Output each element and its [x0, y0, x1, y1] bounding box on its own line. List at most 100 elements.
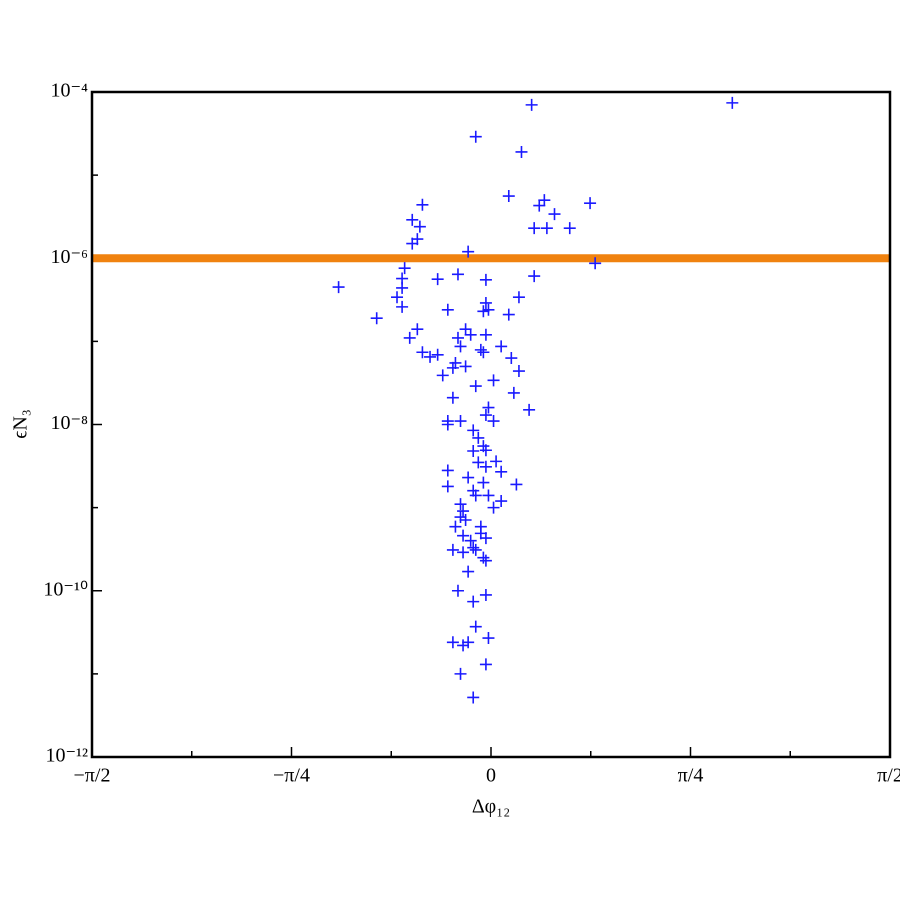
- point: [467, 424, 480, 437]
- point: [462, 636, 475, 649]
- point: [482, 303, 495, 316]
- point: [482, 401, 495, 414]
- point: [487, 501, 500, 514]
- point: [413, 220, 426, 233]
- point: [467, 691, 480, 704]
- point: [462, 245, 475, 258]
- point: [482, 632, 495, 645]
- point: [584, 197, 597, 210]
- point: [512, 365, 525, 378]
- y-tick-label: 10⁻¹⁰: [43, 578, 88, 600]
- point: [563, 222, 576, 235]
- point: [451, 331, 464, 344]
- point: [462, 565, 475, 578]
- x-tick-label: −π/2: [74, 765, 111, 787]
- y-tick-label: 10⁻⁴: [50, 80, 88, 102]
- point: [528, 222, 541, 235]
- point: [479, 658, 492, 671]
- y-tick-label: 10⁻¹²: [45, 745, 88, 767]
- point: [469, 620, 482, 633]
- y-tick-label: 10⁻⁶: [50, 246, 88, 268]
- point: [469, 543, 482, 556]
- point: [479, 296, 492, 309]
- point: [441, 418, 454, 431]
- point: [332, 281, 345, 294]
- point: [469, 489, 482, 502]
- point: [505, 352, 518, 365]
- point: [515, 145, 528, 158]
- point: [459, 513, 472, 526]
- x-tick-label: π/2: [877, 765, 900, 787]
- point: [479, 328, 492, 341]
- x-axis-label: Δφ₁₂: [472, 796, 510, 818]
- point: [495, 340, 508, 353]
- point: [441, 464, 454, 477]
- point: [507, 386, 520, 399]
- point: [479, 409, 492, 422]
- point: [472, 431, 485, 444]
- point: [457, 546, 470, 559]
- point: [454, 415, 467, 428]
- point: [469, 380, 482, 393]
- point: [479, 554, 492, 567]
- point: [477, 305, 490, 318]
- point: [459, 323, 472, 336]
- point: [502, 190, 515, 203]
- point: [454, 667, 467, 680]
- point: [462, 471, 475, 484]
- point: [589, 257, 602, 270]
- point: [502, 308, 515, 321]
- point: [487, 415, 500, 428]
- point: [424, 350, 437, 363]
- point: [459, 360, 472, 373]
- point: [454, 498, 467, 511]
- point: [431, 273, 444, 286]
- point: [495, 495, 508, 508]
- point: [398, 262, 411, 275]
- point: [467, 595, 480, 608]
- point: [403, 331, 416, 344]
- point: [411, 323, 424, 336]
- point: [487, 374, 500, 387]
- point: [416, 198, 429, 211]
- point: [510, 478, 523, 491]
- point: [495, 465, 508, 478]
- plot-frame: [90, 90, 892, 759]
- point: [451, 268, 464, 281]
- point: [464, 328, 477, 341]
- point: [479, 532, 492, 545]
- point: [548, 208, 561, 221]
- point: [454, 340, 467, 353]
- y-tick-label: 10⁻⁸: [50, 412, 88, 434]
- point: [441, 303, 454, 316]
- point: [479, 273, 492, 286]
- point: [464, 534, 477, 547]
- point: [467, 444, 480, 457]
- point: [451, 584, 464, 597]
- point: [528, 270, 541, 283]
- point: [533, 199, 546, 212]
- point: [457, 529, 470, 542]
- y-axis-label: ϵN₃: [10, 409, 32, 439]
- point: [477, 476, 490, 489]
- point: [391, 291, 404, 304]
- point: [482, 489, 495, 502]
- point: [457, 505, 470, 518]
- point: [416, 346, 429, 359]
- point: [479, 588, 492, 601]
- x-tick-label: −π/4: [273, 765, 310, 787]
- point: [479, 460, 492, 473]
- point: [472, 456, 485, 469]
- point: [446, 636, 459, 649]
- point: [477, 551, 490, 564]
- point: [454, 511, 467, 524]
- point: [523, 403, 536, 416]
- point: [370, 312, 383, 325]
- point: [446, 361, 459, 374]
- point: [525, 98, 538, 111]
- point: [449, 356, 462, 369]
- point: [436, 369, 449, 382]
- point: [406, 237, 419, 250]
- point: [431, 348, 444, 361]
